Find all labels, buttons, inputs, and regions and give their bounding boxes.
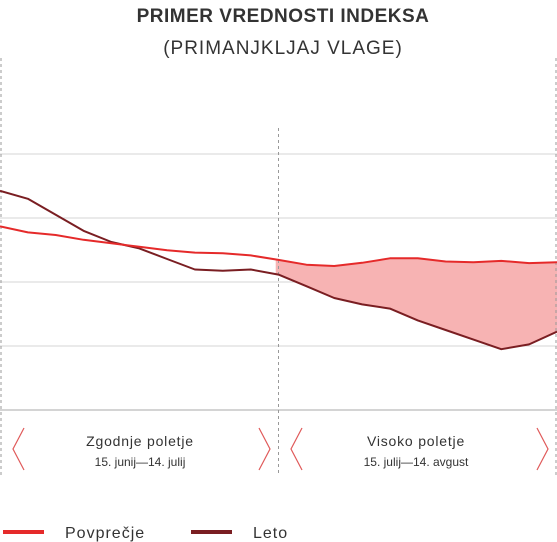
period-name: Visoko poletje bbox=[367, 433, 465, 449]
difference-area bbox=[275, 258, 557, 350]
chart-subtitle: (PRIMANJKLJAJ VLAGE) bbox=[163, 38, 403, 59]
period-left: Zgodnje poletje 15. junij—14. julij bbox=[12, 427, 271, 471]
chevron-left-icon bbox=[12, 427, 25, 471]
series-lines bbox=[0, 189, 557, 351]
legend-label-povprecje: Povprečje bbox=[65, 525, 145, 542]
series-line-povprecje bbox=[0, 225, 557, 267]
period-name: Zgodnje poletje bbox=[86, 433, 194, 449]
series-line-leto bbox=[0, 189, 557, 351]
chevron-right-icon bbox=[536, 427, 549, 471]
chevron-left-icon bbox=[290, 427, 303, 471]
period-right: Visoko poletje 15. julij—14. avgust bbox=[290, 427, 549, 471]
period-range: 15. junij—14. julij bbox=[95, 455, 186, 469]
chart-title: PRIMER VREDNOSTI INDEKSA bbox=[137, 6, 430, 27]
legend-label-leto: Leto bbox=[253, 525, 288, 542]
legend: Povprečje Leto bbox=[3, 525, 288, 542]
chevron-right-icon bbox=[258, 427, 271, 471]
period-range: 15. julij—14. avgust bbox=[364, 455, 469, 469]
